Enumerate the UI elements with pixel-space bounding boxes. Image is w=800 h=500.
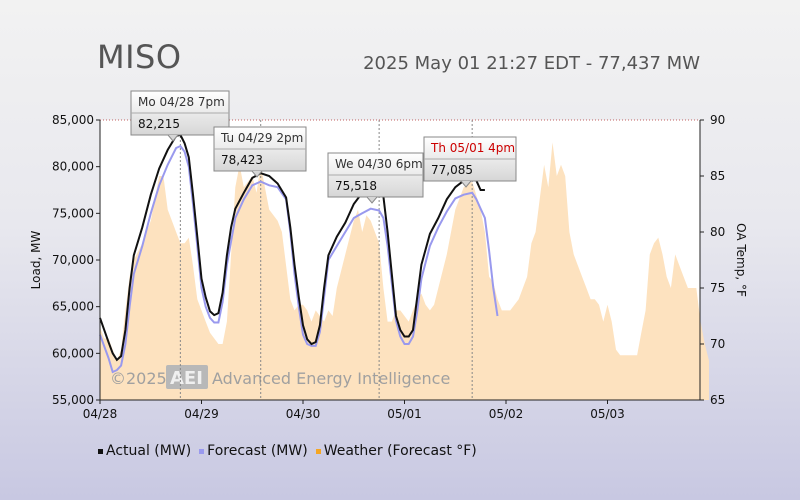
y2-axis-title: OA Temp, °F	[734, 223, 748, 297]
legend-item-weather[interactable]: Weather (Forecast °F)	[315, 443, 477, 459]
legend-label-weather: Weather (Forecast °F)	[323, 443, 477, 459]
tooltip-value-2: 75,518	[335, 179, 377, 193]
watermark-logo: AEI	[170, 368, 203, 389]
legend-item-actual[interactable]: Actual (MW)	[98, 443, 191, 459]
chart-title: MISO	[97, 38, 182, 76]
x-tick-label-3: 05/01	[387, 407, 422, 421]
tooltip-date-2: We 04/30 6pm	[335, 157, 423, 171]
tooltip-pointer-0	[167, 134, 179, 142]
forecast-line	[99, 144, 499, 374]
y-tick-label-3: 70,000	[52, 253, 94, 267]
y2-tick-label-0: 90	[710, 113, 725, 127]
y2-tick-label-2: 80	[710, 225, 725, 239]
legend-item-forecast[interactable]: Forecast (MW)	[199, 443, 308, 459]
x-tick-label-4: 05/02	[489, 407, 524, 421]
x-tick-label-0: 04/28	[83, 407, 118, 421]
tooltip-value-1: 78,423	[221, 153, 263, 167]
x-tick-label-2: 04/30	[286, 407, 321, 421]
legend-label-forecast: Forecast (MW)	[207, 443, 308, 459]
y2-tick-label-5: 65	[710, 393, 725, 407]
y2-tick-label-3: 75	[710, 281, 725, 295]
y-tick-label-2: 75,000	[52, 206, 94, 220]
legend-swatch-weather	[315, 448, 321, 454]
tooltip-0: Mo 04/28 7pm 82,215	[130, 90, 230, 142]
tooltip-value-0: 82,215	[138, 117, 180, 131]
tooltip-2: We 04/30 6pm 75,518	[327, 152, 424, 204]
tooltip-date-3: Th 05/01 4pm	[430, 141, 515, 155]
weather-area	[100, 142, 709, 400]
y-tick-label-4: 65,000	[52, 300, 94, 314]
watermark-year: ©2025	[110, 369, 167, 388]
y-axis-title: Load, MW	[29, 231, 43, 290]
y-tick-label-0: 85,000	[52, 113, 94, 127]
chart-subtitle: 2025 May 01 21:27 EDT - 77,437 MW	[363, 53, 700, 74]
legend: Actual (MW) Forecast (MW) Weather (Forec…	[98, 443, 477, 459]
tooltip-3: Th 05/01 4pm 77,085	[423, 136, 517, 188]
tooltip-pointer-1	[251, 170, 263, 178]
tooltip-1: Tu 04/29 2pm 78,423	[213, 126, 307, 178]
legend-swatch-forecast	[199, 448, 205, 454]
y2-tick-label-1: 85	[710, 169, 725, 183]
y2-tick-label-4: 70	[710, 337, 725, 351]
tooltip-date-1: Tu 04/29 2pm	[220, 131, 303, 145]
legend-label-actual: Actual (MW)	[106, 443, 192, 459]
tooltip-pointer-3	[460, 180, 472, 188]
legend-swatch-actual	[98, 448, 103, 454]
y-tick-label-5: 60,000	[52, 346, 94, 360]
x-tick-label-5: 05/03	[590, 407, 625, 421]
watermark-logo-box	[166, 365, 208, 389]
tooltip-date-0: Mo 04/28 7pm	[138, 95, 225, 109]
tooltip-pointer-2	[366, 196, 378, 204]
x-tick-label-1: 04/29	[184, 407, 219, 421]
y-tick-label-1: 80,000	[52, 160, 94, 174]
tooltip-value-3: 77,085	[431, 163, 473, 177]
actual-line	[99, 133, 485, 362]
y-tick-label-6: 55,000	[52, 393, 94, 407]
watermark-company: Advanced Energy Intelligence	[212, 369, 450, 388]
